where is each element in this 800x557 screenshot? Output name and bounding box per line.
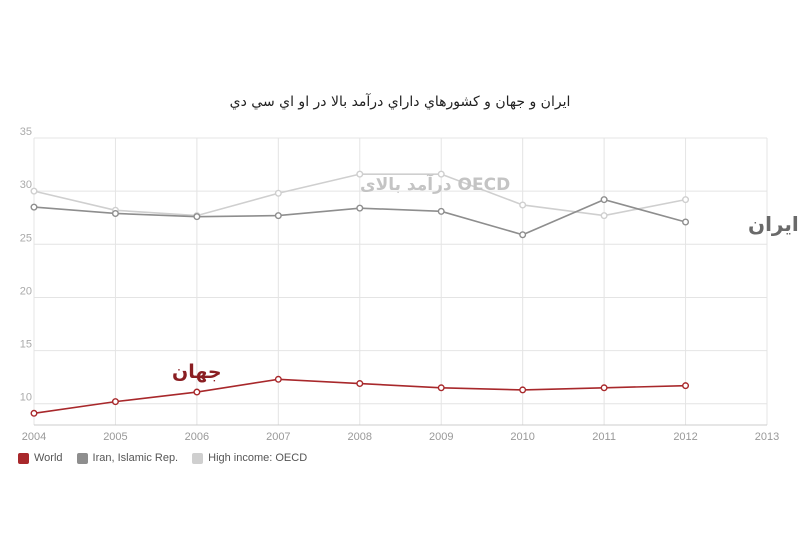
x-tick-label: 2007 — [266, 431, 290, 443]
data-point — [356, 380, 364, 388]
data-point — [193, 213, 201, 221]
data-point — [30, 187, 38, 195]
x-tick-label: 2009 — [429, 431, 453, 443]
data-point — [437, 384, 445, 392]
legend-swatch-world — [18, 452, 29, 464]
data-point — [356, 204, 364, 212]
legend-label-oecd: High income: OECD — [208, 452, 308, 464]
data-point — [682, 218, 690, 226]
legend-swatch-oecd — [192, 452, 204, 464]
x-tick-label: 2008 — [348, 431, 372, 443]
y-tick-label: 35 — [20, 126, 32, 138]
data-point — [193, 388, 201, 396]
data-point — [437, 207, 445, 215]
data-point — [600, 212, 608, 220]
grid — [33, 137, 768, 425]
y-tick-label: 15 — [20, 339, 32, 351]
legend-label-world: World — [34, 452, 63, 464]
legend-swatch-iran — [76, 452, 88, 464]
data-point — [30, 203, 38, 211]
x-tick-label: 2012 — [673, 431, 697, 443]
legend-item-world[interactable]: World — [18, 452, 63, 464]
data-point — [111, 209, 119, 217]
chart-title: ایران و جهان و کشورهاي داراي درآمد بالا … — [229, 94, 571, 110]
data-point — [30, 409, 38, 417]
legend-label-iran: Iran, Islamic Rep. — [92, 452, 179, 464]
legend-item-iran[interactable]: Iran, Islamic Rep. — [76, 452, 179, 464]
legend-item-oecd[interactable]: High income: OECD — [192, 452, 307, 464]
x-tick-label: 2005 — [103, 431, 127, 443]
x-tick-label: 2004 — [22, 431, 46, 443]
x-tick-label: 2011 — [592, 431, 616, 443]
axes: 10 15 20 25 30 35 2004 2005 2006 2007 2008 2009 2010… — [20, 126, 779, 443]
series-layer — [30, 170, 690, 417]
data-point — [356, 170, 364, 178]
data-point — [437, 170, 445, 178]
data-point — [519, 231, 527, 239]
data-point — [600, 384, 608, 392]
y-tick-label: 10 — [20, 392, 32, 404]
data-point — [600, 196, 608, 204]
x-tick-label: 2010 — [510, 431, 534, 443]
data-point — [274, 375, 282, 383]
data-point — [274, 212, 282, 220]
y-tick-label: 20 — [20, 285, 32, 297]
data-point — [519, 201, 527, 209]
x-tick-label: 2013 — [755, 431, 779, 443]
y-tick-label: 30 — [20, 179, 32, 191]
data-point — [682, 196, 690, 204]
data-point — [682, 382, 690, 390]
x-tick-label: 2006 — [185, 431, 209, 443]
annotations: OECD درآمد بالای ایران جهان — [172, 173, 799, 383]
data-point — [274, 189, 282, 197]
data-point — [519, 386, 527, 394]
annotation-oecd: OECD درآمد بالای — [360, 173, 510, 195]
annotation-iran: ایران — [748, 212, 799, 236]
data-point — [111, 398, 119, 406]
annotation-world: جهان — [172, 361, 222, 383]
y-tick-label: 25 — [20, 232, 32, 244]
legend: World Iran, Islamic Rep. High income: OE… — [18, 452, 307, 464]
